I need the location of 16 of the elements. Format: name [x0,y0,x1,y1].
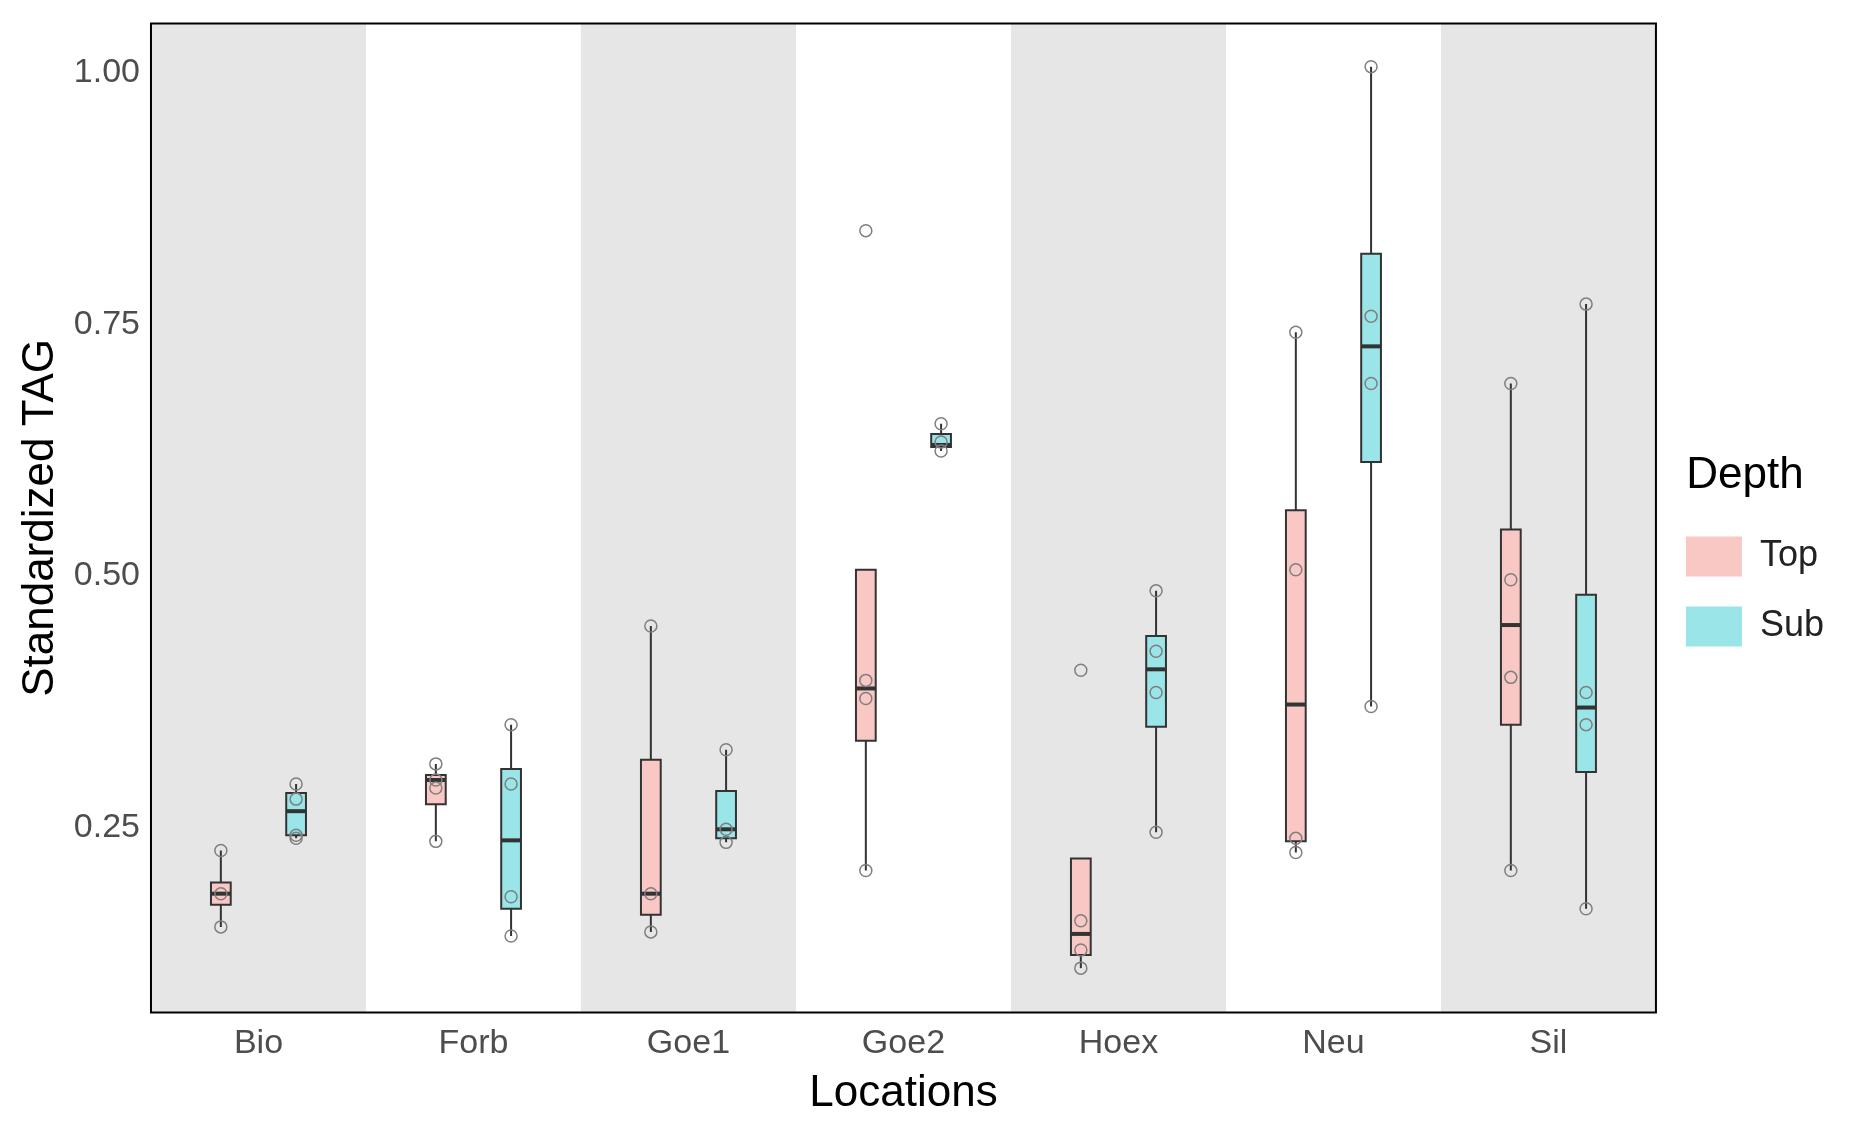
x-axis-title: Locations [809,1065,998,1115]
x-tick-label: Neu [1302,1022,1365,1061]
x-tick-label: Goe1 [646,1022,731,1061]
x-tick-label: Hoex [1078,1022,1159,1061]
x-tick-label: Forb [438,1022,509,1061]
x-tick-label: Bio [233,1022,284,1061]
legend-label: Top [1759,533,1818,575]
y-tick-label: 0.50 [73,554,140,593]
y-tick-label: 0.75 [73,302,140,341]
y-axis-title: Standardized TAG [12,338,62,697]
legend-title: Depth [1686,447,1804,497]
legend-label: Sub [1759,603,1825,645]
x-tick-label: Sil [1529,1022,1568,1061]
y-tick-label: 0.25 [73,805,140,844]
y-tick-label: 1.00 [73,51,140,90]
x-tick-label: Goe2 [861,1022,946,1061]
